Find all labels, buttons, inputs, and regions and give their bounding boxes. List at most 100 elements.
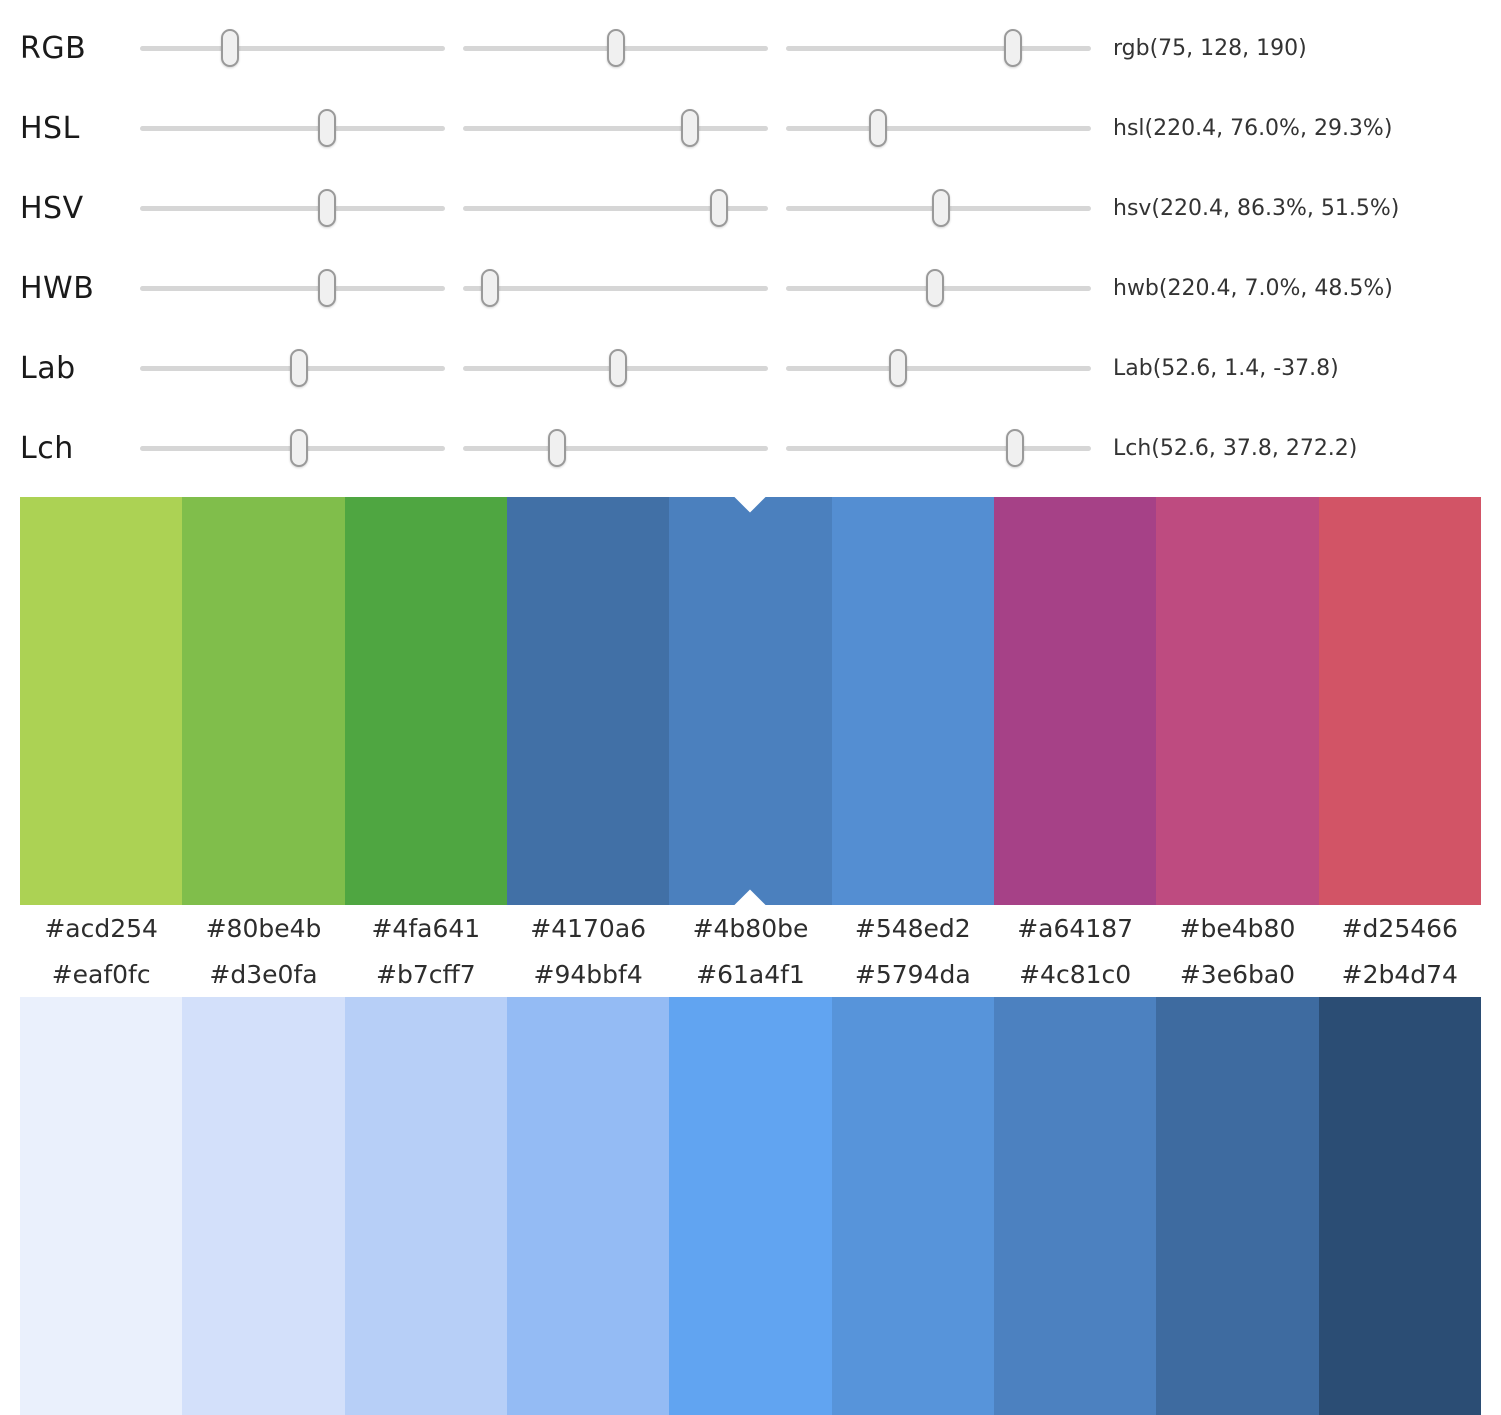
slider-track-hsl-0[interactable] [140, 109, 445, 147]
hex-label: #eaf0fc [51, 959, 151, 989]
slider-tracks-lab [140, 349, 1091, 387]
color-swatch[interactable] [669, 997, 832, 1415]
slider-track-lab-1[interactable] [463, 349, 768, 387]
hex-label: #d3e0fa [209, 959, 318, 989]
slider-tracks-hwb [140, 269, 1091, 307]
slider-thumb-lch-0[interactable] [289, 429, 308, 467]
slider-thumb-hsv-2[interactable] [931, 189, 950, 227]
slider-track-hwb-1[interactable] [463, 269, 768, 307]
slider-row-hsl: HSL hsl(220.4, 76.0%, 29.3%) [20, 88, 1481, 168]
hex-label: #be4b80 [1179, 913, 1296, 943]
hex-label: #a64187 [1017, 913, 1134, 943]
colorspace-label-hwb: HWB [20, 270, 95, 306]
color-swatch[interactable] [20, 497, 183, 905]
slider-thumb-rgb-2[interactable] [1004, 29, 1023, 67]
hex-label: #3e6ba0 [1179, 959, 1296, 989]
color-swatch[interactable] [1318, 497, 1481, 905]
color-swatch[interactable] [993, 497, 1157, 905]
slider-track-hsl-1[interactable] [463, 109, 768, 147]
slider-tracks-rgb [140, 29, 1091, 67]
slider-track-hsv-0[interactable] [140, 189, 445, 227]
color-swatch[interactable] [506, 997, 670, 1415]
slider-row-lab: Lab Lab(52.6, 1.4, -37.8) [20, 328, 1481, 408]
slider-track-lab-0[interactable] [140, 349, 445, 387]
slider-row-lch: Lch Lch(52.6, 37.8, 272.2) [20, 408, 1481, 488]
slider-row-hsv: HSV hsv(220.4, 86.3%, 51.5%) [20, 168, 1481, 248]
color-swatch[interactable] [1156, 997, 1319, 1415]
hex-label: #acd254 [44, 913, 158, 943]
slider-row-hwb: HWB hwb(220.4, 7.0%, 48.5%) [20, 248, 1481, 328]
hex-label: #2b4d74 [1341, 959, 1458, 989]
color-swatch[interactable] [182, 497, 345, 905]
slider-track-lch-0[interactable] [140, 429, 445, 467]
slider-thumb-hsv-1[interactable] [710, 189, 729, 227]
slider-thumb-hsl-0[interactable] [317, 109, 336, 147]
color-swatch[interactable] [1318, 997, 1481, 1415]
color-swatch[interactable] [993, 997, 1157, 1415]
hex-label: #4c81c0 [1019, 959, 1132, 989]
color-swatch[interactable] [669, 481, 832, 921]
slider-track-lab-2[interactable] [786, 349, 1091, 387]
slider-track-hwb-2[interactable] [786, 269, 1091, 307]
slider-track-rgb-0[interactable] [140, 29, 445, 67]
hex-label: #80be4b [205, 913, 322, 943]
slider-thumb-hwb-1[interactable] [481, 269, 500, 307]
color-swatch[interactable] [506, 497, 670, 905]
slider-thumb-hwb-0[interactable] [317, 269, 336, 307]
color-swatch[interactable] [831, 497, 994, 905]
slider-thumb-lab-2[interactable] [888, 349, 907, 387]
color-value-text-hsv: hsv(220.4, 86.3%, 51.5%) [1113, 195, 1400, 221]
slider-thumb-hsl-1[interactable] [680, 109, 699, 147]
slider-panel: RGB rgb(75, 128, 190) HSL hsl(220.4, 76.0%,… [20, 8, 1481, 488]
slider-track-hwb-0[interactable] [140, 269, 445, 307]
color-swatch[interactable] [831, 997, 994, 1415]
slider-track-rgb-1[interactable] [463, 29, 768, 67]
hex-label: #5794da [854, 959, 971, 989]
hex-label: #548ed2 [854, 913, 971, 943]
color-swatch[interactable] [344, 997, 507, 1415]
color-value-text-lab: Lab(52.6, 1.4, -37.8) [1113, 355, 1339, 381]
slider-thumb-rgb-1[interactable] [607, 29, 626, 67]
slider-thumb-lab-1[interactable] [608, 349, 627, 387]
slider-thumb-lch-1[interactable] [547, 429, 566, 467]
colorspace-label-hsv: HSV [20, 190, 84, 226]
hex-label: #4fa641 [371, 913, 481, 943]
color-swatch[interactable] [20, 997, 183, 1415]
slider-track-hsl-2[interactable] [786, 109, 1091, 147]
slider-thumb-hwb-2[interactable] [926, 269, 945, 307]
top-palette-labels: #acd254 #80be4b #4fa641 #4170a6 #4b80be #548e… [20, 905, 1481, 951]
colorspace-label-lab: Lab [20, 350, 76, 386]
slider-track-rgb-2[interactable] [786, 29, 1091, 67]
color-value-text-rgb: rgb(75, 128, 190) [1113, 35, 1307, 61]
slider-tracks-lch [140, 429, 1091, 467]
hex-label: #94bbf4 [533, 959, 643, 989]
hex-label: #d25466 [1341, 913, 1458, 943]
slider-track-hsv-1[interactable] [463, 189, 768, 227]
hex-label: #b7cff7 [376, 959, 476, 989]
slider-thumb-hsv-0[interactable] [317, 189, 336, 227]
color-value-text-lch: Lch(52.6, 37.8, 272.2) [1113, 435, 1358, 461]
slider-track-lch-1[interactable] [463, 429, 768, 467]
slider-track-lch-2[interactable] [786, 429, 1091, 467]
color-swatch[interactable] [344, 497, 507, 905]
color-value-text-hsl: hsl(220.4, 76.0%, 29.3%) [1113, 115, 1393, 141]
slider-thumb-rgb-0[interactable] [220, 29, 239, 67]
colorspace-label-rgb: RGB [20, 30, 87, 66]
slider-tracks-hsl [140, 109, 1091, 147]
slider-thumb-hsl-2[interactable] [868, 109, 887, 147]
slider-thumb-lch-2[interactable] [1006, 429, 1025, 467]
color-swatch[interactable] [1156, 497, 1319, 905]
colorspace-label-lch: Lch [20, 430, 74, 466]
slider-track-hsv-2[interactable] [786, 189, 1091, 227]
hex-label: #61a4f1 [696, 959, 805, 989]
hex-label: #4170a6 [530, 913, 647, 943]
colorspace-label-hsl: HSL [20, 110, 80, 146]
color-value-text-hwb: hwb(220.4, 7.0%, 48.5%) [1113, 275, 1393, 301]
bottom-palette [20, 997, 1481, 1415]
slider-tracks-hsv [140, 189, 1091, 227]
bottom-palette-labels: #eaf0fc #d3e0fa #b7cff7 #94bbf4 #61a4f1 #5794… [20, 951, 1481, 997]
slider-thumb-lab-0[interactable] [289, 349, 308, 387]
color-swatch[interactable] [182, 997, 345, 1415]
top-palette [20, 481, 1481, 921]
